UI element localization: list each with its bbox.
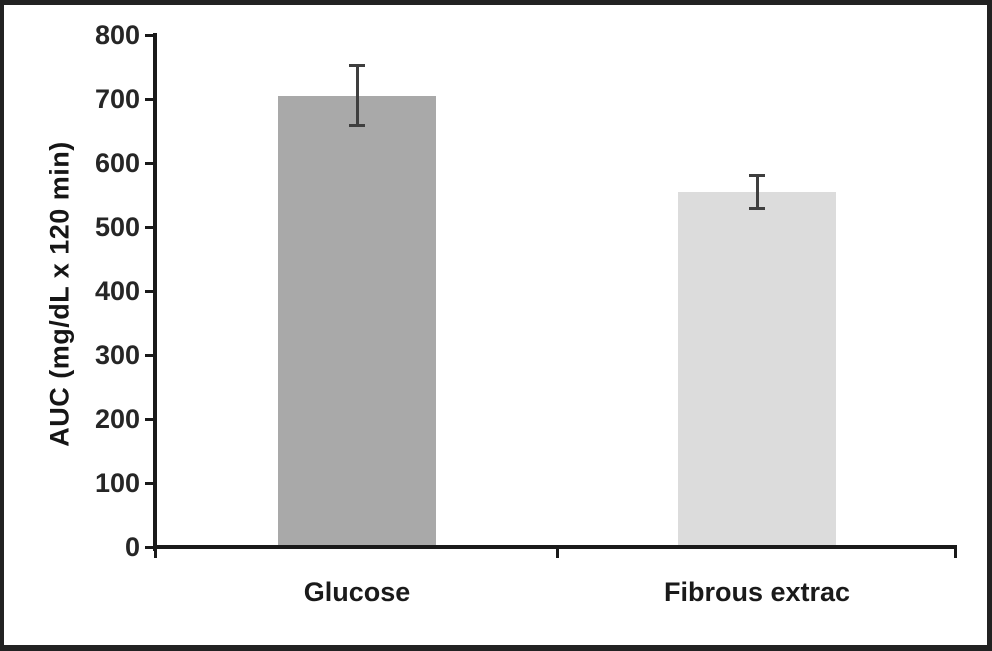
- y-tick: [145, 225, 153, 229]
- bar-glucose: [278, 95, 436, 547]
- y-tick-label: 600: [94, 148, 140, 178]
- y-tick: [145, 353, 153, 357]
- x-tick: [555, 549, 559, 558]
- y-tick-label: 100: [94, 468, 140, 498]
- y-tick: [145, 161, 153, 165]
- error-bar-cap: [749, 206, 765, 210]
- y-axis-line: [153, 33, 157, 551]
- bar-fibrous-extrac: [678, 191, 836, 547]
- x-tick: [953, 549, 957, 558]
- y-tick: [145, 545, 153, 549]
- x-tick: [153, 549, 157, 558]
- y-tick-label: 300: [94, 340, 140, 370]
- y-tick: [145, 289, 153, 293]
- y-tick-label: 400: [94, 276, 140, 306]
- category-label: Glucose: [303, 577, 411, 607]
- x-axis-line: [153, 545, 957, 549]
- y-tick: [145, 481, 153, 485]
- y-tick: [145, 417, 153, 421]
- y-tick-label: 500: [94, 212, 140, 242]
- y-tick: [145, 97, 153, 101]
- error-bar-cap: [349, 64, 365, 68]
- error-bar-stem: [755, 175, 759, 209]
- error-bar-stem: [355, 65, 359, 126]
- y-tick: [145, 33, 153, 37]
- error-bar-cap: [749, 173, 765, 177]
- y-tick-label: 200: [94, 404, 140, 434]
- y-tick-label: 700: [94, 84, 140, 114]
- y-tick-label: 0: [124, 532, 140, 562]
- y-tick-label: 800: [94, 20, 140, 50]
- error-bar-cap: [349, 124, 365, 128]
- category-label: Fibrous extrac: [663, 577, 851, 607]
